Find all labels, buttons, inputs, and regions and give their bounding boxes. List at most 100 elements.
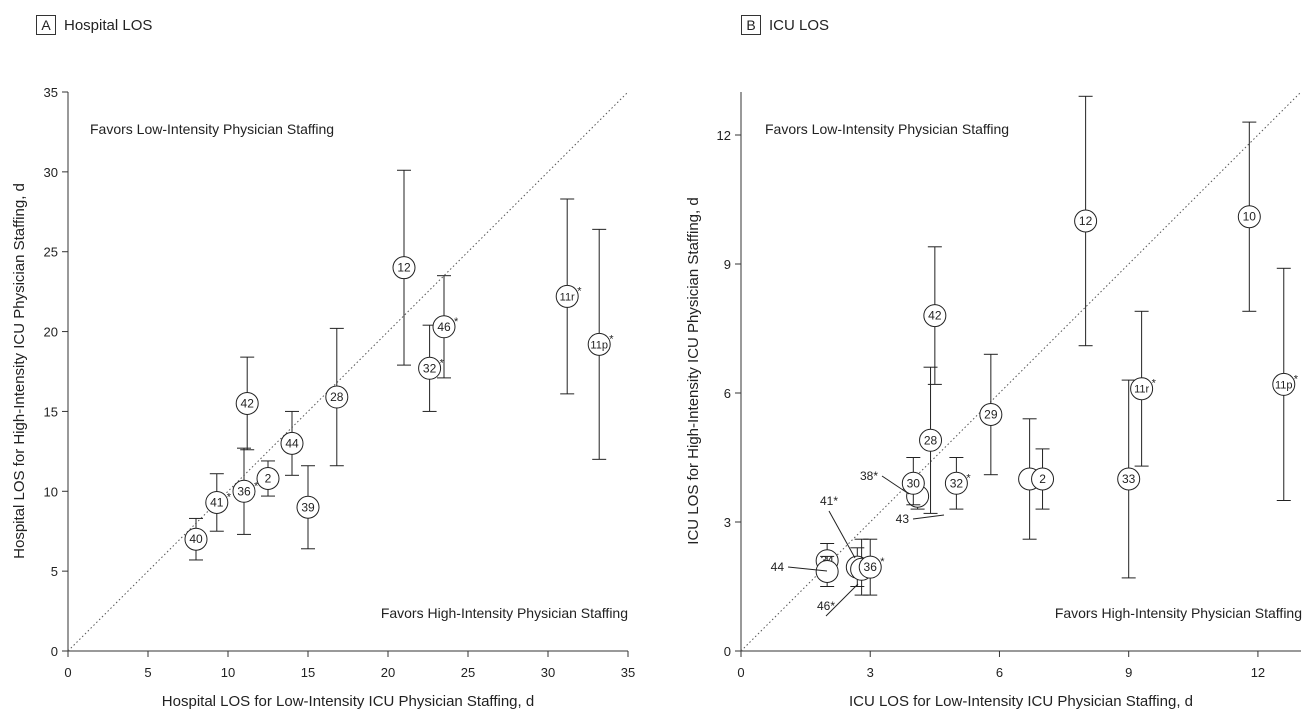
- y-tick-label: 15: [44, 404, 58, 419]
- annotation-favors-high: Favors High-Intensity Physician Staffing: [381, 605, 628, 621]
- y-tick-label: 6: [724, 386, 731, 401]
- data-point: 32 *: [944, 457, 971, 510]
- data-point-marker: [944, 471, 968, 495]
- x-tick-label: 0: [737, 665, 744, 680]
- data-point: 32 *: [418, 324, 445, 412]
- data-point-label: 29: [984, 408, 998, 422]
- data-point-marker: [256, 467, 280, 491]
- callout-leader-line: [787, 566, 828, 572]
- data-point-label: 11r: [1134, 384, 1149, 396]
- data-point-label: 36: [864, 560, 878, 574]
- panel-b-title-text: ICU LOS: [769, 16, 830, 34]
- panel-a-letter: A: [36, 15, 56, 35]
- data-point-marker: [184, 527, 208, 551]
- data-point: 30: [901, 457, 925, 506]
- data-point-marker: [979, 403, 1003, 426]
- data-point-marker: [858, 555, 882, 579]
- data-point-marker: [923, 304, 947, 328]
- data-point: 33: [1117, 379, 1141, 579]
- x-tick-label: 5: [144, 665, 151, 680]
- y-tick-label: 30: [44, 165, 58, 180]
- data-point-marker: [205, 490, 229, 514]
- data-point-marker: [1130, 377, 1154, 401]
- data-point-label-asterisk: *: [1152, 378, 1157, 390]
- y-axis-title: ICU LOS for High-Intensity ICU Physician…: [685, 197, 702, 544]
- data-point-marker: [1272, 372, 1296, 396]
- data-point-marker: [432, 315, 456, 339]
- y-tick-label: 20: [44, 325, 58, 340]
- data-point-marker: [815, 559, 839, 583]
- y-tick-label: 0: [51, 644, 58, 659]
- data-point-label: 11p: [590, 339, 608, 351]
- x-tick-label: 35: [621, 665, 635, 680]
- data-point-label: 38*: [860, 469, 878, 483]
- panel-b-letter: B: [741, 15, 761, 35]
- callout-leader-line: [912, 514, 945, 520]
- data-point-marker: [1031, 467, 1055, 491]
- data-point-label-asterisk: *: [609, 333, 614, 345]
- panel-b-title: B ICU LOS: [741, 14, 829, 36]
- data-point-label: 11r: [560, 291, 575, 303]
- y-tick-label: 5: [51, 564, 58, 579]
- data-point-label: 44: [771, 560, 785, 574]
- data-point: 36 *: [232, 447, 259, 535]
- data-point: 44: [280, 410, 304, 476]
- data-point: 38*: [860, 469, 930, 510]
- data-point-label: 11p: [1275, 379, 1293, 391]
- data-point-label: 41*: [820, 494, 838, 508]
- data-point: 28: [919, 366, 943, 514]
- data-point-label-asterisk: *: [440, 357, 445, 369]
- x-tick-label: 20: [381, 665, 395, 680]
- chart-panel-a: 0 5 10 15 20 25 30 35 0 5 10 15 20 25 30 35 Hospital LOS…: [11, 85, 635, 710]
- x-tick-label: 15: [301, 665, 315, 680]
- data-point-label: 40: [189, 532, 203, 546]
- y-tick-label: 3: [724, 515, 731, 530]
- data-point-marker: [418, 356, 442, 380]
- data-point: 29: [979, 353, 1003, 476]
- data-point-marker: [392, 256, 416, 280]
- x-tick-label: 12: [1251, 665, 1265, 680]
- data-point-label: 42: [241, 396, 255, 410]
- data-point-marker: [587, 332, 611, 356]
- data-point-marker: [1237, 205, 1261, 229]
- data-point: 11r *: [1130, 310, 1157, 467]
- data-point-label-asterisk: *: [1294, 373, 1299, 385]
- x-tick-label: 30: [541, 665, 555, 680]
- data-point-label: 28: [330, 390, 344, 404]
- data-point-label-asterisk: *: [880, 556, 885, 568]
- data-point-marker: [555, 284, 579, 308]
- data-point: 12: [1074, 95, 1098, 347]
- data-point-label: 2: [265, 472, 272, 486]
- data-point: 11p *: [587, 228, 614, 460]
- data-point: 10: [1237, 121, 1261, 312]
- data-point: 11r *: [555, 198, 582, 395]
- data-point-label: 36: [237, 484, 251, 498]
- data-point-marker: [325, 385, 349, 409]
- y-tick-label: 12: [717, 128, 731, 143]
- data-point: 46*: [432, 275, 459, 379]
- data-point-label: 43: [896, 512, 910, 526]
- x-axis-title: Hospital LOS for Low-Intensity ICU Physi…: [162, 693, 534, 710]
- annotation-favors-high: Favors High-Intensity Physician Staffing: [1055, 605, 1302, 621]
- data-point-label: 30: [907, 476, 921, 490]
- data-point: 2: [256, 460, 280, 497]
- data-point: 43: [896, 418, 1042, 540]
- data-point-marker: [232, 479, 256, 503]
- data-point: 28: [325, 327, 349, 467]
- x-tick-label: 3: [867, 665, 874, 680]
- data-point-marker: [296, 495, 320, 519]
- identity-diagonal-line: [67, 91, 629, 652]
- panel-a-title-text: Hospital LOS: [64, 16, 153, 34]
- x-tick-label: 9: [1125, 665, 1132, 680]
- data-point-marker: [280, 431, 304, 455]
- data-point-label: 32: [423, 361, 437, 375]
- data-point-marker: [901, 471, 925, 495]
- data-point: 11p *: [1272, 267, 1299, 501]
- data-point: 41*: [205, 473, 232, 532]
- data-point-label-asterisk: *: [966, 472, 971, 484]
- x-tick-label: 25: [461, 665, 475, 680]
- data-point-label-asterisk: *: [254, 480, 259, 492]
- data-point-label: 28: [924, 433, 938, 447]
- data-point: 39: [296, 465, 320, 550]
